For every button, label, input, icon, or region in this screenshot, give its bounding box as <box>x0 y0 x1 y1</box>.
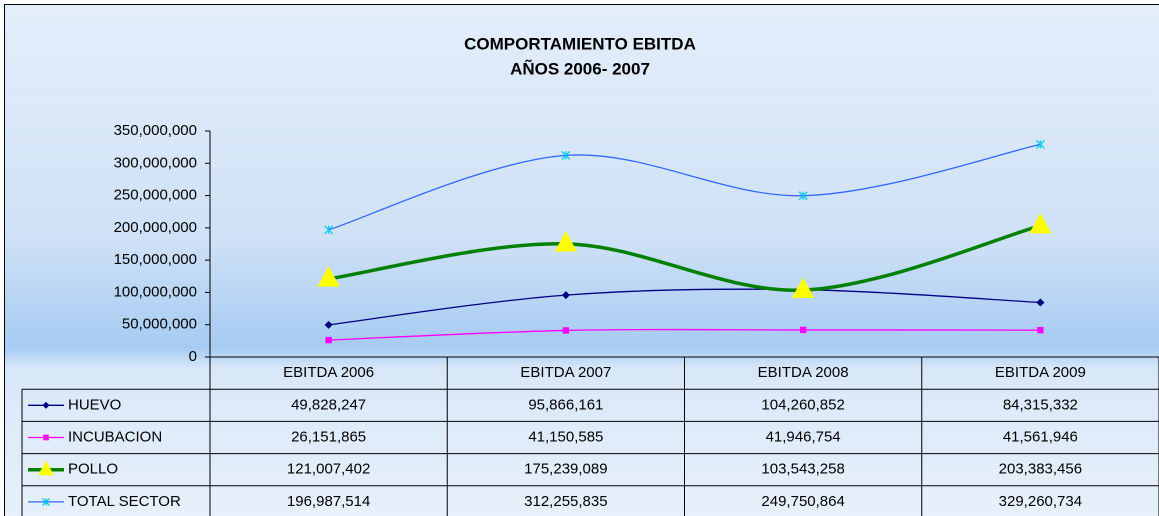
legend-label: HUEVO <box>68 396 121 413</box>
table-value: 175,239,089 <box>524 461 607 478</box>
marker <box>561 150 571 160</box>
y-tick-label: 350,000,000 <box>114 122 197 139</box>
table-value: 41,946,754 <box>766 428 841 445</box>
marker <box>1035 139 1045 149</box>
x-tick-label: EBITDA 2009 <box>995 364 1086 381</box>
table-value: 41,150,585 <box>528 428 603 445</box>
y-tick-label: 150,000,000 <box>114 251 197 268</box>
marker <box>562 327 570 334</box>
marker <box>799 326 807 334</box>
table-value: 196,987,514 <box>287 493 370 510</box>
table-value: 104,260,852 <box>761 396 844 413</box>
marker <box>1037 326 1044 334</box>
marker <box>798 191 808 201</box>
legend-marker <box>43 434 49 441</box>
y-tick-label: 300,000,000 <box>114 154 197 171</box>
marker <box>324 320 333 329</box>
y-tick-label: 200,000,000 <box>114 219 197 236</box>
table-value: 84,315,332 <box>1003 396 1078 413</box>
marker <box>317 266 340 287</box>
table-value: 41,561,946 <box>1003 428 1078 445</box>
table-value: 249,750,864 <box>761 493 844 510</box>
chart-title: COMPORTAMIENTO EBITDA <box>464 34 696 53</box>
y-tick-label: 0 <box>189 348 197 365</box>
table-value: 95,866,161 <box>528 396 603 413</box>
series-line <box>328 288 1041 326</box>
marker <box>554 231 578 252</box>
table-value: 103,543,258 <box>761 461 844 478</box>
y-tick-label: 100,000,000 <box>114 283 197 300</box>
legend-marker <box>38 460 54 476</box>
table-value: 49,828,247 <box>291 396 366 413</box>
marker <box>561 291 570 300</box>
chart-subtitle: AÑOS 2006- 2007 <box>510 58 650 78</box>
x-tick-label: EBITDA 2008 <box>758 364 849 381</box>
series-line <box>328 328 1041 341</box>
legend-marker <box>42 497 50 506</box>
marker <box>1029 213 1052 234</box>
y-tick-label: 50,000,000 <box>122 316 197 333</box>
series-line <box>328 223 1041 292</box>
x-tick-label: EBITDA 2007 <box>520 364 611 381</box>
series-line <box>328 143 1041 231</box>
y-tick-label: 250,000,000 <box>114 187 197 204</box>
legend-label: INCUBACION <box>68 428 162 445</box>
x-tick-label: EBITDA 2006 <box>283 364 374 381</box>
table-value: 203,383,456 <box>999 461 1082 478</box>
marker <box>1036 298 1045 307</box>
marker <box>324 225 334 235</box>
legend-label: TOTAL SECTOR <box>68 493 181 510</box>
table-value: 121,007,402 <box>287 461 370 478</box>
legend-marker <box>42 401 50 409</box>
marker <box>791 277 815 298</box>
table-value: 312,255,835 <box>524 493 607 510</box>
table-value: 329,260,734 <box>999 493 1082 510</box>
chart-frame <box>4 4 1159 516</box>
table-value: 26,151,865 <box>291 428 366 445</box>
marker <box>325 336 332 344</box>
legend-label: POLLO <box>68 461 118 478</box>
